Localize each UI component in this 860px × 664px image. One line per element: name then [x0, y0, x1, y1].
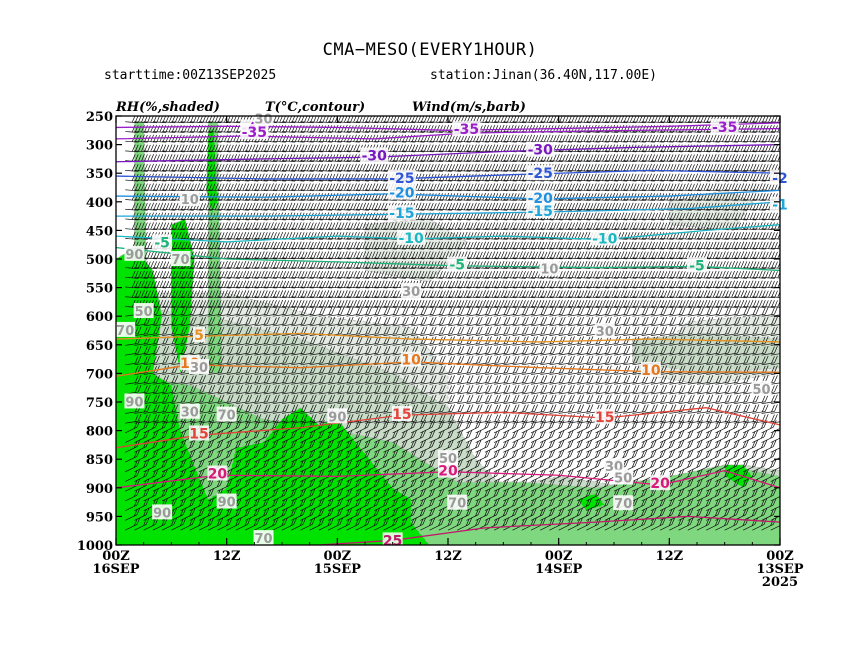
temperature-contour-label: 20: [650, 476, 670, 492]
rh-contour-label: 90: [218, 496, 236, 511]
y-tick-label: 450: [86, 224, 113, 239]
y-tick-label: 750: [86, 396, 113, 411]
temperature-contour-label: -35: [242, 125, 267, 141]
x-tick-label: 12Z: [656, 549, 684, 564]
y-tick-label: 500: [86, 253, 113, 268]
temperature-contour-label: -25: [389, 171, 414, 187]
rh-contour-label: 50: [439, 452, 457, 467]
rh-contour-label: 10: [540, 263, 558, 278]
field-label: RH(%,shaded): [115, 100, 220, 115]
temperature-contour-label: 20: [438, 464, 458, 480]
y-tick-label: 1000: [77, 539, 113, 554]
rh-contour-label: 50: [753, 383, 771, 398]
rh-contour-label: 70: [448, 497, 466, 512]
temperature-contour-label: -5: [154, 235, 170, 251]
y-tick-label: 650: [86, 339, 113, 354]
y-tick-label: 350: [86, 167, 113, 182]
temperature-contour-label: -20: [528, 191, 554, 207]
x-tick-label: 00Z: [545, 549, 573, 564]
x-tick-label: 16SEP: [92, 562, 139, 577]
temperature-contour-label: -15: [528, 204, 553, 220]
x-tick-label: 00Z: [102, 549, 130, 564]
y-tick-label: 800: [86, 425, 113, 440]
rh-contour-label: 70: [218, 409, 236, 424]
temperature-contour-label: -5: [449, 258, 465, 274]
station-label: station:Jinan(36.40N,117.00E): [430, 68, 657, 83]
rh-contour-label: 30: [596, 325, 614, 340]
x-tick-label: 12Z: [213, 549, 241, 564]
x-tick-label: 2025: [762, 575, 798, 590]
rh-contour-label: 70: [255, 532, 273, 547]
y-tick-label: 900: [86, 482, 113, 497]
rh-contour-label: 90: [153, 506, 171, 521]
rh-contour-label: 50: [135, 305, 153, 320]
field-label: Wind(m/s,barb): [412, 100, 526, 115]
y-tick-label: 600: [86, 310, 113, 325]
field-labels: RH(%,shaded) T(°C,contour) Wind(m/s,barb): [115, 100, 526, 115]
rh-contour-label: 50: [614, 472, 632, 487]
temperature-contour-label: 10: [401, 353, 421, 369]
temperature-contour-label: 15: [595, 410, 614, 426]
temperature-contour-label: -10: [592, 231, 618, 247]
x-tick-label: 13SEP: [756, 562, 803, 577]
temperature-contour-label: -35: [712, 120, 737, 136]
temperature-contour-label: 25: [383, 533, 402, 549]
rh-contour-label: 90: [125, 395, 143, 410]
rh-contour-label: 70: [172, 253, 190, 268]
field-label: T(°C,contour): [265, 100, 365, 115]
x-tick-label: 00Z: [766, 549, 794, 564]
rh-contour-label: 70: [614, 497, 632, 512]
y-tick-label: 250: [86, 110, 113, 125]
temperature-contour-label: 20: [208, 467, 228, 483]
rh-contour-label: 30: [181, 406, 199, 421]
temperature-contour-label: -30: [528, 143, 554, 159]
temperature-contour-label: -5: [689, 258, 705, 274]
temperature-contour-label: 15: [392, 407, 411, 423]
rh-contour-label: 10: [181, 193, 199, 208]
temperature-contour-label: -30: [362, 148, 388, 164]
x-tick-label: 14SEP: [535, 562, 582, 577]
y-tick-label: 950: [86, 510, 113, 525]
temperature-contour-label: 15: [189, 426, 208, 442]
contour-labels: -40-35-35-35-30-30-25-25-2-20-20-15-15-1…: [115, 110, 790, 549]
temperature-contour-label: -15: [389, 206, 414, 222]
rh-contour-label: 30: [190, 361, 208, 376]
chart-title: CMA−MESO(EVERY1HOUR): [322, 40, 538, 60]
temperature-contour-label: 10: [641, 363, 661, 379]
x-tick-label: 00Z: [324, 549, 352, 564]
start-time-label: starttime:00Z13SEP2025: [104, 68, 277, 83]
temperature-contour-label: 5: [194, 328, 204, 344]
temperature-contour-label: -25: [528, 166, 553, 182]
temperature-contour-label: -10: [398, 231, 424, 247]
rh-contour-label: 90: [328, 410, 346, 425]
rh-contour-label: 70: [116, 324, 134, 339]
y-tick-label: 850: [86, 453, 113, 468]
temperature-contour-label: -20: [389, 186, 415, 202]
y-tick-label: 300: [86, 139, 113, 154]
y-tick-label: 550: [86, 282, 113, 297]
rh-contour-label: 90: [125, 248, 143, 263]
y-tick-label: 700: [86, 367, 113, 382]
temperature-contour-label: -35: [454, 122, 479, 138]
x-tick-label: 12Z: [434, 549, 462, 564]
y-tick-label: 400: [86, 196, 113, 211]
y-axis: 2503003504004505005506006507007508008509…: [77, 110, 780, 554]
rh-contour-label: 30: [402, 285, 420, 300]
x-tick-label: 15SEP: [314, 562, 361, 577]
